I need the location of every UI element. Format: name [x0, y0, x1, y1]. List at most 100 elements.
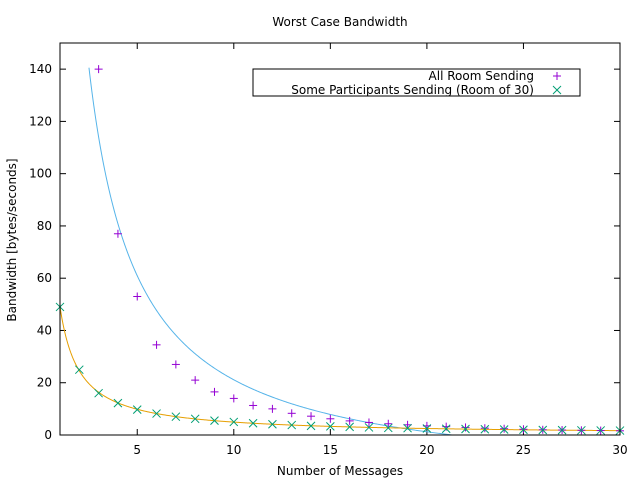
data-point-series-2-d2 [94, 388, 103, 398]
data-point-series-2-d2 [519, 425, 528, 435]
data-point-series-1 [384, 419, 393, 428]
data-point-series-2-d2 [190, 414, 200, 424]
y-tick-label: 100 [29, 167, 52, 181]
y-tick-label: 40 [37, 323, 52, 337]
data-point-series-2-d2 [422, 424, 432, 433]
data-point-series-1 [210, 387, 219, 396]
data-point-series-2-d2 [538, 425, 548, 435]
data-point-series-2-d2 [306, 421, 316, 431]
data-point-series-2 [461, 424, 470, 434]
y-tick-label: 140 [29, 62, 52, 76]
data-point-series-2-d2 [480, 424, 490, 434]
x-tick-label: 15 [323, 443, 338, 457]
data-point-series-2 [248, 418, 258, 428]
data-point-series-2 [499, 425, 509, 434]
data-point-series-1 [480, 424, 489, 433]
plot-area: 5 10 15 20 25 30 0 20 40 60 80 100 120 140 [29, 43, 628, 457]
data-point-series-1 [287, 409, 296, 418]
data-point-series-2-d2 [557, 425, 567, 435]
legend-label-series-1: All Room Sending [429, 69, 534, 83]
data-point-series-1 [326, 414, 335, 423]
x-axis-label: Number of Messages [277, 464, 403, 478]
data-point-series-1 [229, 394, 238, 403]
data-point-series-2-d2 [268, 419, 277, 429]
legend-marker-series-2 [552, 85, 562, 95]
data-point-series-2-d2 [461, 424, 470, 434]
data-point-series-2 [480, 424, 490, 434]
data-point-series-1 [152, 340, 161, 349]
data-point-series-2-d2 [74, 365, 84, 375]
x-tick-label: 25 [516, 443, 531, 457]
data-point-series-2-d2 [383, 423, 393, 433]
x-tick-label: 20 [419, 443, 434, 457]
data-point-series-2 [383, 423, 393, 433]
data-point-series-2 [596, 426, 606, 435]
data-point-series-2 [190, 414, 200, 424]
data-point-series-1 [113, 229, 122, 238]
data-point-series-2-d2 [113, 398, 123, 408]
chart-title: Worst Case Bandwidth [272, 15, 407, 29]
data-point-series-1 [442, 422, 451, 431]
data-point-series-2 [403, 423, 412, 433]
data-point-series-2-d2 [229, 417, 239, 427]
data-point-series-2 [364, 423, 374, 432]
data-point-series-2-d2 [248, 418, 258, 428]
data-point-series-2-d2 [577, 425, 586, 435]
data-point-series-2 [113, 398, 123, 408]
y-tick-label: 0 [44, 428, 52, 442]
data-point-series-1 [268, 404, 277, 413]
data-point-series-2-d2 [403, 423, 412, 433]
data-point-series-2-d2 [596, 426, 606, 435]
data-point-series-1 [133, 292, 142, 301]
data-point-series-1 [345, 416, 354, 425]
y-tick-label: 60 [37, 271, 52, 285]
data-point-series-1 [461, 423, 470, 432]
data-point-series-1 [307, 412, 316, 421]
data-point-series-2-d2 [132, 405, 142, 415]
legend-box [252, 68, 581, 97]
x-tick-label: 30 [612, 443, 627, 457]
legend-marker-series-2-d2 [552, 85, 562, 95]
data-point-series-2-d2 [171, 412, 181, 422]
data-point-series-2 [325, 422, 335, 431]
y-tick-label: 20 [37, 376, 52, 390]
data-point-series-2 [306, 421, 316, 431]
legend-marker-series-1 [553, 72, 561, 80]
legend-label-series-2: Some Participants Sending (Room of 30) [291, 83, 534, 97]
data-point-series-2 [441, 424, 451, 434]
data-point-series-1 [403, 420, 412, 429]
fit-curve-series-2 [60, 306, 620, 432]
data-point-series-2-d2 [287, 420, 297, 430]
data-point-series-1 [191, 376, 200, 385]
data-point-series-2-d2 [499, 425, 509, 434]
data-point-series-2 [268, 419, 277, 429]
x-tick-label: 10 [226, 443, 241, 457]
plot-frame [59, 42, 621, 436]
data-point-series-2 [538, 425, 548, 435]
data-point-series-1 [500, 424, 509, 433]
x-tick-label: 5 [133, 443, 141, 457]
data-point-series-2 [132, 405, 142, 415]
data-point-series-2 [229, 417, 239, 427]
data-point-series-2 [577, 425, 586, 435]
data-point-series-1 [249, 401, 258, 410]
data-point-series-1 [94, 65, 103, 74]
data-point-series-2-d2 [364, 423, 374, 432]
fit-curve-series-1 [88, 67, 457, 435]
data-point-series-2 [74, 365, 84, 375]
y-tick-label: 80 [37, 219, 52, 233]
data-point-series-2-d2 [152, 409, 161, 418]
data-point-series-2-d2 [441, 424, 451, 434]
data-point-series-2 [210, 416, 219, 425]
data-point-series-2-d2 [325, 422, 335, 431]
data-point-series-2 [152, 409, 161, 418]
data-point-series-2 [345, 422, 355, 432]
data-point-series-2 [519, 425, 528, 435]
y-axis-label: Bandwidth [bytes/seconds] [5, 158, 19, 321]
data-point-series-2 [557, 425, 567, 435]
data-point-series-2-d2 [210, 416, 219, 425]
y-tick-label: 120 [29, 114, 52, 128]
data-point-series-2 [422, 424, 432, 433]
